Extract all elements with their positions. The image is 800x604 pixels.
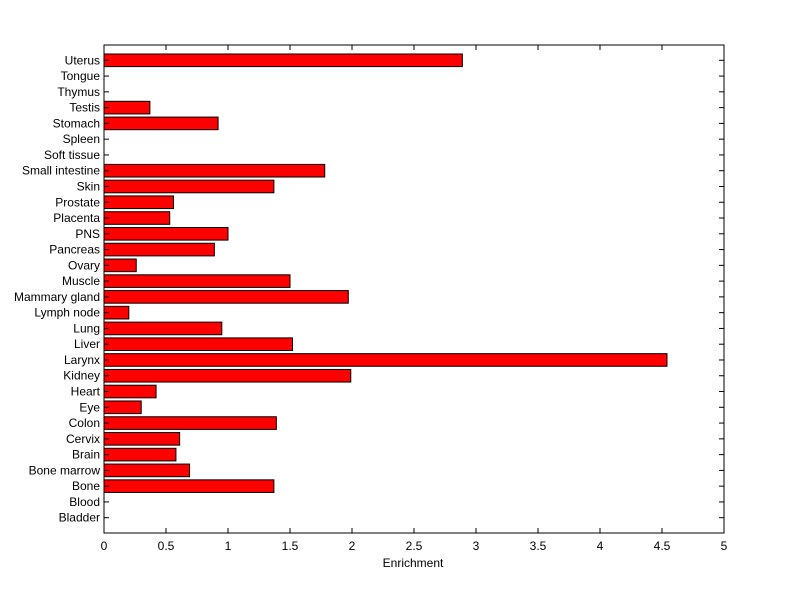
x-tick-label: 1.5 [282, 539, 299, 553]
x-tick-label: 3 [473, 539, 480, 553]
x-tick-label: 2 [349, 539, 356, 553]
y-tick-label: Kidney [63, 369, 100, 383]
y-tick-label: PNS [75, 227, 100, 241]
y-tick-label: Prostate [55, 195, 100, 209]
y-tick-label: Heart [71, 385, 101, 399]
bar-bone-marrow [103, 463, 191, 478]
x-tick-label: 5 [721, 539, 728, 553]
x-tick-label: 4.5 [654, 539, 671, 553]
y-tick-label: Bone [72, 479, 100, 493]
bar-brain [103, 447, 177, 462]
y-tick-label: Placenta [53, 211, 100, 225]
bar-placenta [103, 211, 171, 225]
x-axis-label: Enrichment [383, 556, 444, 570]
bar-lung [103, 321, 223, 336]
x-tick-label: 2.5 [406, 539, 423, 553]
y-tick-label: Blood [69, 495, 100, 509]
y-tick-label: Pancreas [49, 243, 100, 257]
y-tick-label: Small intestine [22, 164, 100, 178]
y-tick-label: Thymus [57, 85, 100, 99]
bar-muscle [103, 274, 291, 288]
bar-larynx [103, 353, 668, 367]
bar-pancreas [103, 242, 215, 257]
y-tick-label: Testis [69, 101, 100, 115]
ticks-layer [103, 45, 725, 533]
y-tick-label: Tongue [61, 69, 101, 83]
y-tick-label: Lymph node [34, 306, 100, 320]
y-tick-label: Stomach [53, 116, 100, 130]
y-tick-label: Bone marrow [29, 463, 101, 477]
x-tick-label: 3.5 [530, 539, 547, 553]
y-tick-label: Bladder [59, 511, 100, 525]
y-tick-label: Cervix [66, 432, 100, 446]
x-tick-label: 0.5 [158, 539, 175, 553]
y-tick-label: Eye [79, 400, 100, 414]
bar-heart [103, 384, 157, 399]
bar-small-intestine [103, 163, 326, 178]
y-tick-label: Lung [73, 321, 100, 335]
x-tick-label: 1 [225, 539, 232, 553]
bar-prostate [103, 195, 174, 210]
bar-kidney [103, 368, 352, 383]
y-tick-label: Larynx [64, 353, 100, 367]
y-tick-label: Brain [72, 448, 100, 462]
bar-stomach [103, 116, 219, 131]
y-tick-label: Mammary gland [14, 290, 100, 304]
bar-uterus [103, 53, 463, 68]
y-tick-label: Soft tissue [44, 148, 100, 162]
bar-cervix [103, 432, 181, 446]
bar-bone [103, 479, 275, 493]
y-tick-label: Muscle [62, 274, 100, 288]
bar-liver [103, 337, 293, 352]
y-tick-label: Uterus [65, 53, 100, 67]
x-tick-label: 4 [597, 539, 604, 553]
bar-eye [103, 400, 142, 415]
x-tick-label: 0 [101, 539, 108, 553]
y-tick-label: Spleen [63, 132, 100, 146]
bar-skin [103, 179, 275, 194]
bar-colon [103, 416, 277, 430]
bar-testis [103, 100, 151, 115]
y-tick-label: Skin [77, 179, 100, 193]
bars-layer [103, 53, 668, 493]
bar-pns [103, 226, 229, 241]
y-tick-label: Ovary [68, 258, 100, 272]
y-tick-label: Liver [74, 337, 100, 351]
y-tick-label: Colon [69, 416, 100, 430]
bar-mammary-gland [103, 290, 349, 304]
